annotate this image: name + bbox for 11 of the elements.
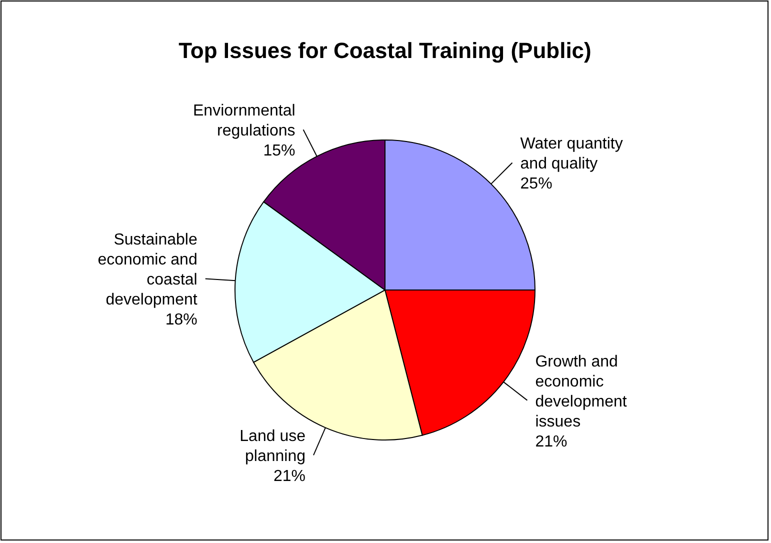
data-label: 15% xyxy=(263,142,296,160)
data-label: 18% xyxy=(165,312,198,329)
slice-label: Enviornmental regulations xyxy=(193,102,296,140)
data-label: 25% xyxy=(520,176,552,193)
slice-label: Land use planning xyxy=(240,428,306,466)
slice-label: Water quantity and quality xyxy=(520,136,623,173)
slice-label: Sustainable economic and coastal development xyxy=(98,232,198,309)
slice-label: Growth and economic development issues xyxy=(535,353,628,430)
data-label: 21% xyxy=(273,468,306,486)
data-label: 21% xyxy=(535,433,568,450)
chart-title: Top Issues for Coastal Training (Public) xyxy=(178,38,592,63)
